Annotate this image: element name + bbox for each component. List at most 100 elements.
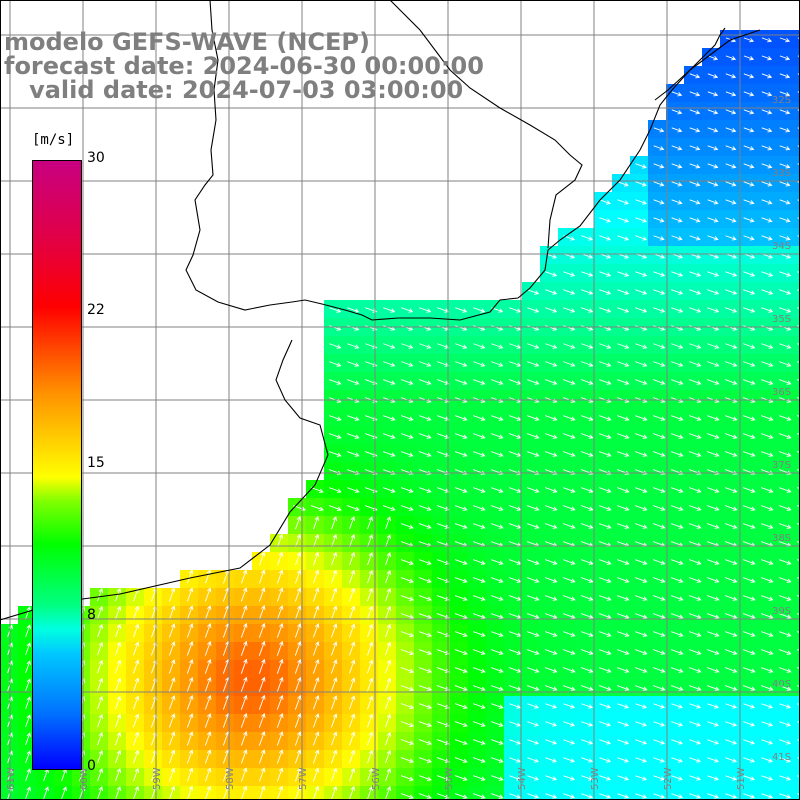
wind-arrow — [367, 569, 374, 584]
wind-arrow — [25, 750, 31, 764]
wind-arrow — [634, 523, 648, 529]
wind-arrow — [707, 757, 720, 763]
wind-arrow — [97, 749, 104, 764]
wind-arrow — [133, 731, 140, 746]
wind-arrow — [240, 676, 248, 692]
wind-arrow — [563, 379, 576, 385]
wind-arrow — [509, 721, 522, 727]
wind-arrow — [186, 731, 194, 746]
wind-arrow — [25, 714, 31, 728]
wind-arrow — [472, 775, 486, 781]
wind-arrow — [385, 605, 392, 620]
wind-arrow — [544, 685, 558, 691]
wind-arrow — [169, 767, 176, 782]
wind-arrow — [653, 343, 666, 349]
wind-arrow — [331, 587, 338, 602]
wind-arrow — [779, 271, 792, 277]
wind-arrow — [527, 757, 540, 763]
wind-arrow — [454, 523, 468, 529]
wind-arrow — [580, 577, 594, 583]
wind-arrow — [436, 613, 450, 619]
wind-arrow — [472, 613, 486, 619]
wind-arrow — [418, 523, 432, 529]
wind-arrow — [367, 605, 374, 620]
wind-arrow — [652, 649, 666, 655]
wind-arrow — [635, 379, 648, 385]
wind-arrow — [725, 199, 737, 205]
wind-arrow — [779, 163, 791, 169]
wind-arrow — [581, 757, 594, 763]
wind-arrow — [689, 145, 701, 151]
wind-speed-cell — [792, 120, 800, 138]
wind-arrow — [454, 595, 468, 601]
wind-arrow — [436, 631, 450, 637]
wind-arrow — [743, 703, 756, 709]
wind-arrow — [347, 307, 360, 313]
wind-arrow — [742, 433, 756, 439]
wind-arrow — [635, 325, 648, 331]
title-block: modelo GEFS-WAVE (NCEP) forecast date: 2… — [4, 30, 484, 102]
wind-speed-cell — [792, 624, 800, 642]
wind-arrow — [454, 757, 468, 763]
wind-speed-cell — [792, 336, 800, 354]
wind-arrow — [400, 667, 415, 674]
wind-arrow — [617, 379, 630, 385]
wind-speed-cell — [792, 264, 800, 282]
wind-arrow — [205, 785, 212, 800]
wind-arrow — [385, 516, 391, 530]
wind-speed-cell — [324, 786, 342, 800]
wind-speed-cell — [792, 588, 800, 606]
wind-arrow — [294, 713, 302, 728]
wind-speed-cell — [792, 372, 800, 390]
wind-arrow — [97, 659, 104, 674]
wind-arrow — [454, 667, 468, 673]
wind-arrow — [545, 703, 558, 709]
wind-arrow — [544, 487, 558, 493]
wind-arrow — [418, 721, 432, 727]
wind-arrow — [400, 577, 414, 583]
wind-arrow — [688, 487, 702, 493]
wind-arrow — [400, 649, 415, 656]
wind-arrow — [313, 551, 320, 566]
latitude-label: 34S — [772, 241, 791, 252]
wind-arrow — [635, 775, 648, 781]
wind-arrow — [545, 757, 558, 763]
wind-arrow — [670, 487, 684, 493]
wind-arrow — [707, 73, 719, 79]
wind-arrow — [689, 361, 702, 367]
wind-arrow — [367, 731, 374, 746]
wind-arrow — [454, 613, 468, 619]
wind-arrow — [168, 659, 176, 674]
wind-arrow — [509, 793, 522, 799]
wind-arrow — [688, 523, 702, 529]
wind-arrow — [418, 757, 432, 763]
wind-arrow — [653, 325, 666, 331]
wind-arrow — [743, 307, 756, 313]
wind-arrow — [653, 199, 665, 205]
wind-arrow — [454, 415, 468, 421]
longitude-label: 61W — [6, 767, 17, 790]
wind-arrow — [742, 505, 756, 511]
wind-arrow — [724, 577, 738, 583]
wind-arrow — [472, 451, 486, 457]
wind-arrow — [653, 775, 666, 781]
wind-arrow — [473, 343, 486, 349]
wind-arrow — [689, 91, 701, 97]
wind-arrow — [743, 325, 756, 331]
wind-arrow — [760, 631, 774, 637]
wind-arrow — [472, 487, 486, 493]
wind-speed-cell — [792, 228, 800, 246]
wind-arrow — [258, 569, 266, 584]
wind-arrow — [635, 739, 648, 745]
wind-arrow — [472, 415, 486, 421]
wind-arrow — [259, 551, 266, 566]
wind-arrow — [724, 451, 738, 457]
wind-arrow — [779, 325, 792, 331]
wind-arrow — [455, 325, 468, 331]
wind-arrow — [329, 361, 342, 367]
wind-arrow — [635, 271, 648, 277]
wind-arrow — [617, 217, 630, 223]
wind-arrow — [635, 361, 648, 367]
wind-arrow — [581, 343, 594, 349]
wind-arrow — [490, 775, 504, 781]
